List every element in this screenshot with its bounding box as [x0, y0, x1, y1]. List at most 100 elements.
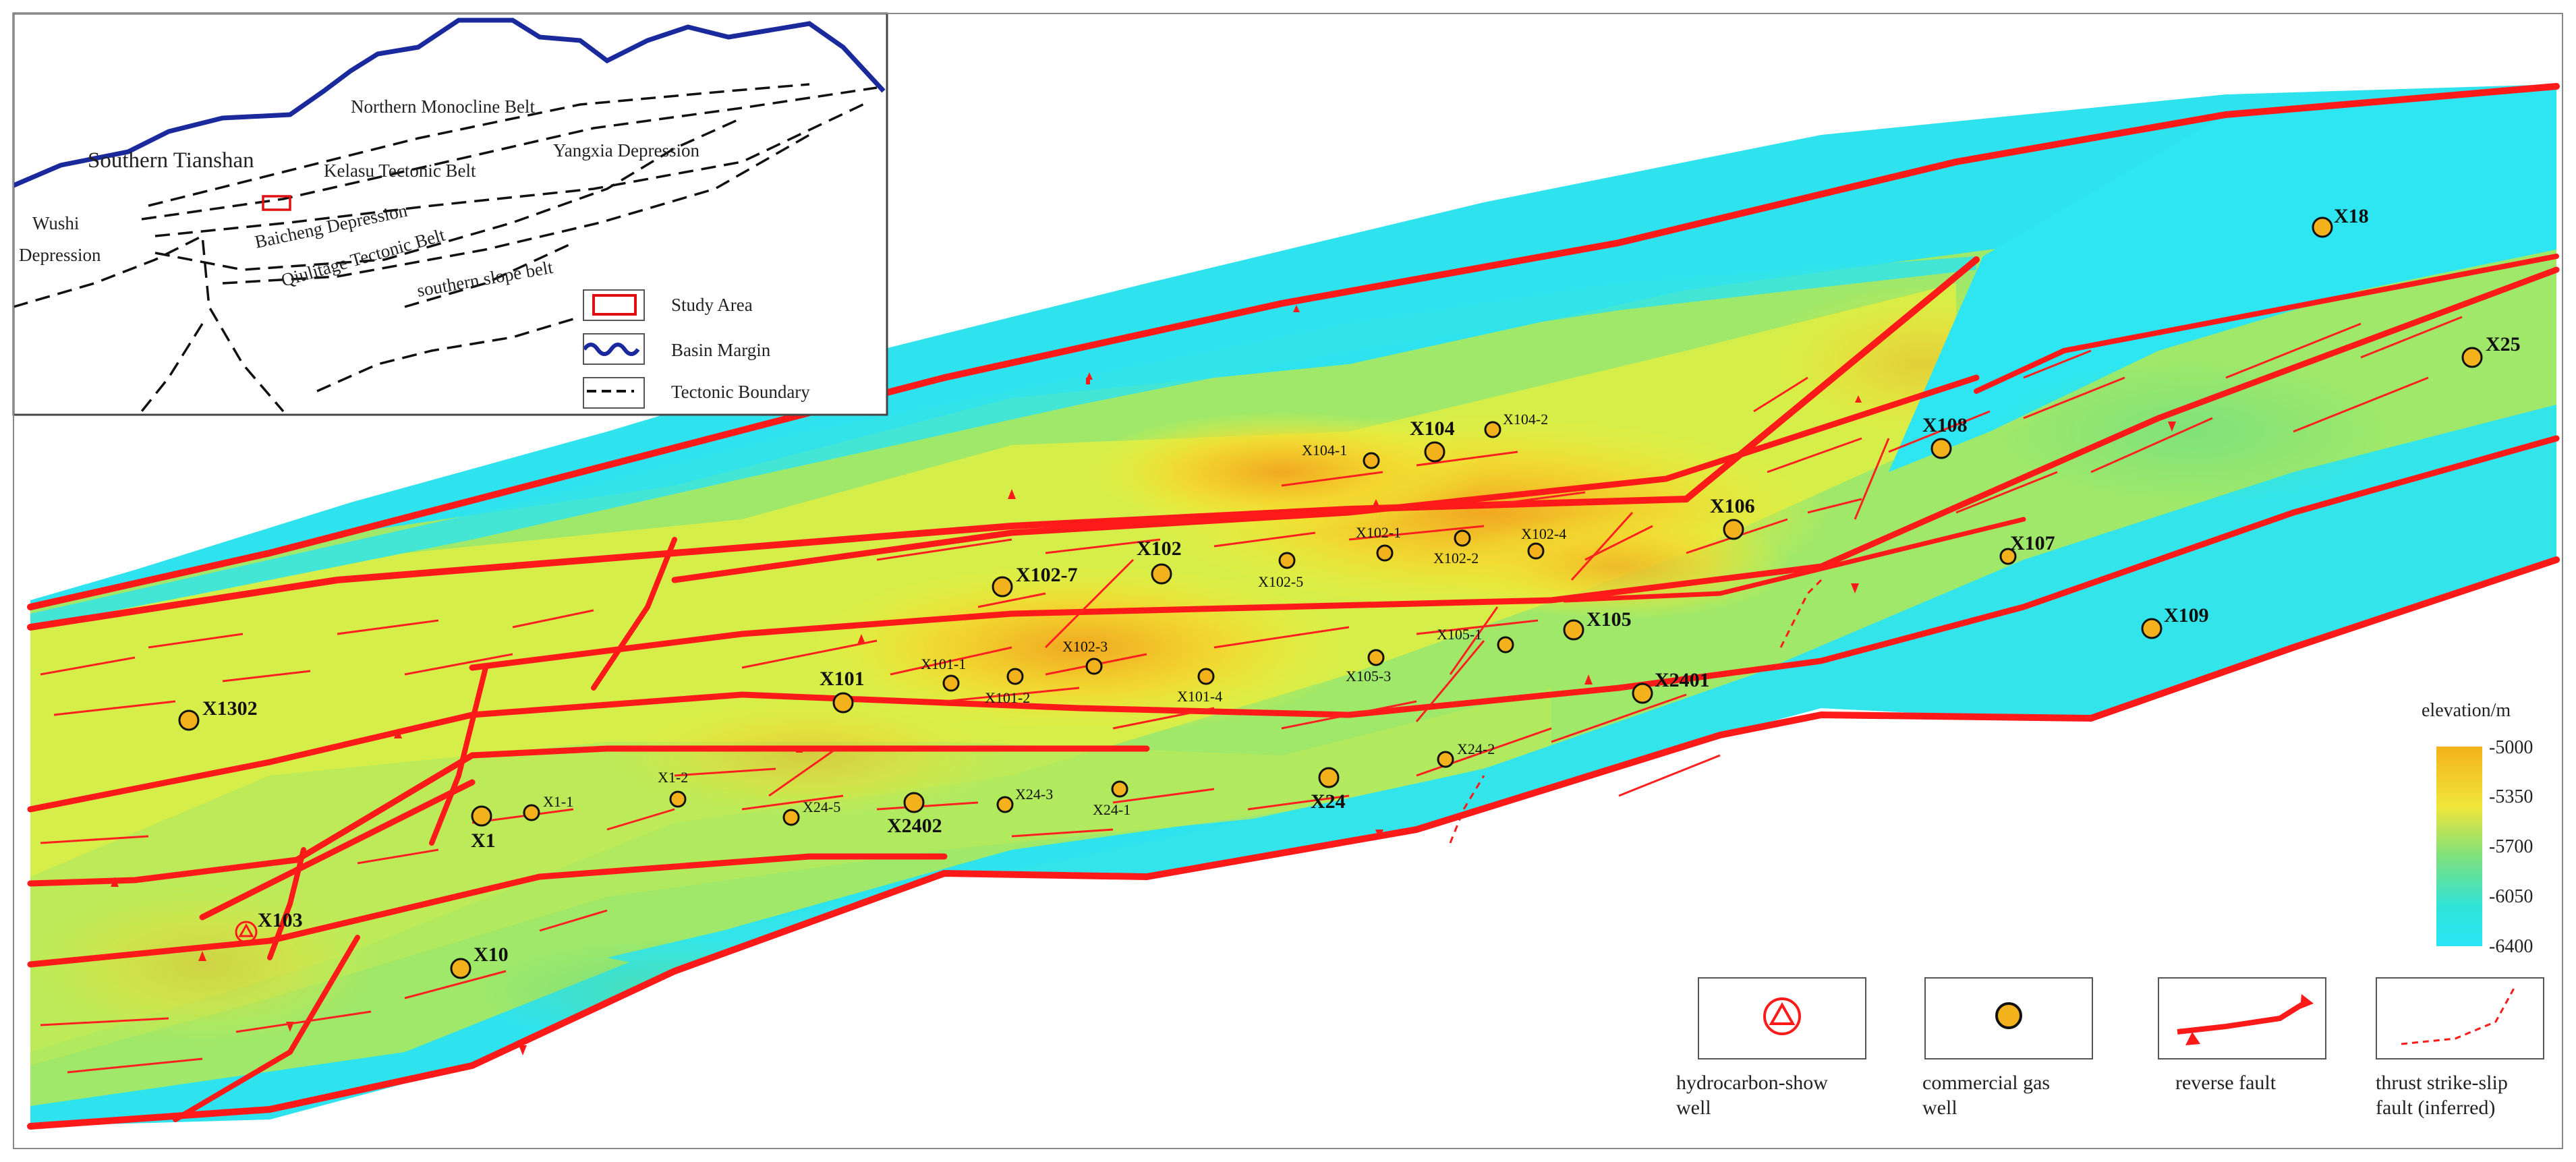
- well-marker-X24: [1318, 767, 1340, 788]
- well-marker-X105-3: [1367, 649, 1385, 666]
- well-marker-X109: [2141, 618, 2163, 639]
- well-marker-X25: [2461, 347, 2483, 368]
- colorbar-tick-2: -5350: [2489, 786, 2533, 807]
- fault-south-margin: [27, 556, 2560, 1130]
- well-marker-X108: [1930, 438, 1952, 459]
- well-marker-X104-1: [1363, 452, 1380, 469]
- well-marker-X1-1: [523, 804, 540, 821]
- legend-commercial-line2: well: [1922, 1097, 1957, 1119]
- well-marker-X24-2: [1437, 751, 1454, 768]
- well-marker-X106: [1723, 519, 1744, 540]
- fault-e1: [1562, 517, 2026, 603]
- fault-cross-2: [429, 665, 488, 846]
- well-label-X1-1: X1-1: [543, 793, 573, 810]
- well-label-X102-3: X102-3: [1062, 638, 1108, 655]
- well-label-X24: X24: [1311, 790, 1346, 813]
- well-label-X102-1: X102-1: [1356, 524, 1401, 541]
- well-marker-X101-4: [1197, 668, 1215, 685]
- well-marker-X102-7: [992, 576, 1013, 598]
- well-marker-X10: [450, 958, 471, 979]
- well-label-X24-2: X24-2: [1457, 740, 1495, 757]
- well-label-X2401: X2401: [1655, 669, 1710, 691]
- well-marker-X24-1: [1111, 780, 1128, 798]
- inset-label-yangxia: Yangxia Depression: [553, 140, 699, 161]
- well-label-X24-1: X24-1: [1093, 801, 1130, 818]
- inset-label-southern-tianshan: Southern Tianshan: [88, 148, 254, 173]
- well-marker-X24-3: [996, 796, 1014, 813]
- colorbar-title: elevation/m: [2422, 700, 2511, 721]
- minor-faults: [40, 316, 2463, 1074]
- fault-kelasu-north: [27, 256, 1980, 631]
- well-label-X105-3: X105-3: [1346, 668, 1391, 685]
- well-label-X101-2: X101-2: [985, 689, 1030, 706]
- well-marker-X101: [832, 692, 854, 714]
- fault-north-margin: [27, 83, 2560, 610]
- well-label-X105: X105: [1586, 608, 1632, 631]
- colorbar-tick-3: -5700: [2489, 836, 2533, 857]
- well-label-X108: X108: [1922, 414, 1968, 436]
- legend-strike-slip-line1: thrust strike-slip: [2376, 1072, 2508, 1094]
- legend-hydrocarbon-line2: well: [1676, 1097, 1711, 1119]
- fault-x102: [671, 374, 1980, 583]
- fault-x105: [469, 266, 2560, 671]
- hydrocarbon-show-well-icon: [1763, 997, 1801, 1035]
- colorbar-tick-1: -5000: [2489, 737, 2533, 758]
- well-marker-X1-2: [669, 790, 687, 808]
- strike-slip-fault-icon: [2401, 984, 2517, 1045]
- well-marker-X102-2: [1454, 529, 1471, 547]
- well-marker-X102-5: [1278, 552, 1296, 569]
- fault-cross-3: [267, 847, 306, 960]
- inset-map: Southern Tianshan Northern Monocline Bel…: [12, 12, 888, 416]
- well-marker-X101-1: [942, 674, 960, 692]
- inset-label-depression: Depression: [19, 245, 101, 265]
- well-label-X1302: X1302: [202, 697, 258, 720]
- well-marker-X105-1: [1497, 636, 1514, 653]
- well-label-X107: X107: [2010, 532, 2055, 554]
- well-marker-X102-4: [1527, 542, 1545, 560]
- study-area-rect: [262, 195, 291, 211]
- well-label-X24-3: X24-3: [1015, 786, 1053, 803]
- well-label-X2402: X2402: [887, 815, 942, 837]
- fault-x103-arc: [199, 779, 476, 921]
- well-marker-X101-2: [1006, 668, 1024, 685]
- inset-label-kelasu: Kelasu Tectonic Belt: [324, 161, 476, 181]
- legend-commercial-line1: commercial gas: [1922, 1072, 2050, 1094]
- study-area-legend-icon: [592, 294, 637, 316]
- basin-margin-line: [12, 18, 886, 188]
- reverse-fault-icon: [2177, 994, 2314, 1045]
- well-label-X109: X109: [2164, 604, 2209, 627]
- well-label-X102-2: X102-2: [1433, 550, 1479, 567]
- fault-x1: [27, 745, 1150, 887]
- inset-label-northern-monocline: Northern Monocline Belt: [351, 96, 535, 117]
- well-marker-X107: [1999, 548, 2017, 565]
- well-label-X1-2: X1-2: [658, 769, 688, 786]
- well-marker-X18: [2312, 216, 2333, 238]
- well-marker-X2401: [1632, 682, 1653, 704]
- fault-east-link: [1974, 254, 2559, 394]
- well-label-X105-1: X105-1: [1437, 626, 1482, 643]
- well-marker-X24-5: [782, 809, 800, 826]
- well-label-X104: X104: [1410, 417, 1455, 440]
- elevation-colorbar: elevation/m -5000 -5350 -5700 -6050 -640…: [2422, 700, 2533, 957]
- well-label-X102: X102: [1137, 538, 1182, 560]
- wells: [178, 216, 2483, 979]
- well-label-X102-4: X102-4: [1521, 525, 1566, 542]
- well-marker-X104: [1424, 441, 1446, 463]
- well-label-X101-1: X101-1: [921, 656, 966, 672]
- inset-legend-study-area: Study Area: [671, 295, 753, 315]
- well-marker-X1: [471, 805, 492, 827]
- well-label-X103: X103: [258, 909, 303, 931]
- well-label-X106: X106: [1710, 495, 1755, 517]
- legend-strike-slip-line2: fault (inferred): [2376, 1097, 2495, 1119]
- well-label-X1: X1: [471, 830, 496, 852]
- figure-frame: [13, 13, 2563, 1149]
- legend-hydrocarbon-line1: hydrocarbon-show: [1676, 1072, 1828, 1094]
- well-label-X18: X18: [2334, 205, 2369, 227]
- well-marker-X105: [1563, 619, 1584, 641]
- fault-x10: [27, 853, 948, 968]
- legend-reverse-fault: reverse fault: [2175, 1072, 2277, 1094]
- colorbar-ramp: [2436, 747, 2482, 946]
- fault-cross-1: [591, 537, 677, 691]
